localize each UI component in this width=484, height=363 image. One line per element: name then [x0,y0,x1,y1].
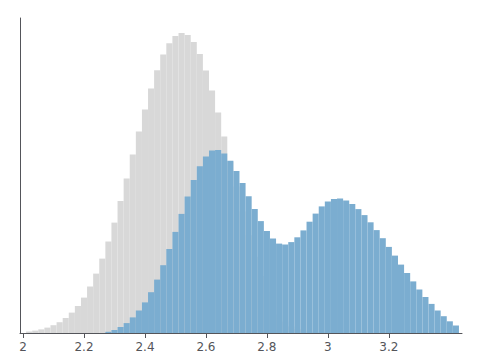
svg-text:3.2: 3.2 [379,340,398,354]
svg-text:2: 2 [19,340,27,354]
svg-text:2.8: 2.8 [257,340,276,354]
svg-text:2.6: 2.6 [196,340,215,354]
svg-text:2.2: 2.2 [74,340,93,354]
svg-text:2.4: 2.4 [135,340,154,354]
svg-text:3: 3 [324,340,332,354]
